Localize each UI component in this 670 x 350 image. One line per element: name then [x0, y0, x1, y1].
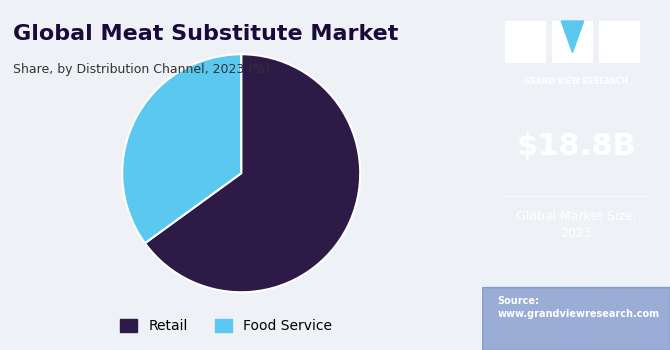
FancyBboxPatch shape — [599, 21, 640, 63]
Polygon shape — [561, 21, 584, 52]
Legend: Retail, Food Service: Retail, Food Service — [115, 314, 338, 339]
Text: Source:
www.grandviewresearch.com: Source: www.grandviewresearch.com — [497, 296, 659, 319]
Text: Global Market Size,
2023: Global Market Size, 2023 — [516, 210, 636, 240]
Text: Share, by Distribution Channel, 2023 (%): Share, by Distribution Channel, 2023 (%) — [13, 63, 271, 76]
FancyBboxPatch shape — [505, 21, 546, 63]
Text: $18.8B: $18.8B — [517, 133, 636, 161]
Wedge shape — [145, 54, 360, 292]
Bar — [482, 287, 670, 350]
Text: Global Meat Substitute Market: Global Meat Substitute Market — [13, 25, 399, 44]
FancyBboxPatch shape — [552, 21, 593, 63]
Wedge shape — [122, 54, 241, 243]
Text: GRAND VIEW RESEARCH: GRAND VIEW RESEARCH — [524, 77, 628, 86]
